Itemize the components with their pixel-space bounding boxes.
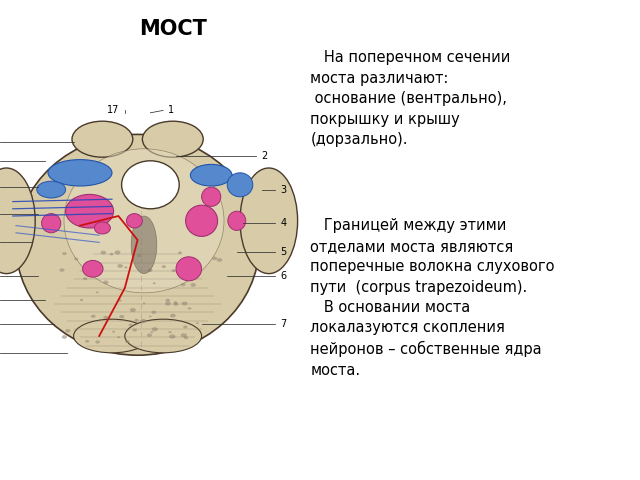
Ellipse shape	[36, 181, 65, 198]
Ellipse shape	[130, 308, 136, 312]
Ellipse shape	[129, 324, 132, 326]
Ellipse shape	[42, 214, 61, 233]
Ellipse shape	[64, 149, 224, 293]
Ellipse shape	[100, 251, 106, 254]
Ellipse shape	[176, 257, 202, 281]
Ellipse shape	[153, 282, 156, 284]
Ellipse shape	[83, 260, 103, 277]
Ellipse shape	[103, 316, 108, 319]
Ellipse shape	[83, 277, 87, 280]
Ellipse shape	[127, 214, 143, 228]
Text: 6: 6	[280, 271, 287, 281]
Ellipse shape	[74, 257, 78, 261]
Ellipse shape	[168, 331, 172, 333]
Ellipse shape	[118, 300, 122, 301]
Ellipse shape	[16, 134, 259, 355]
Ellipse shape	[125, 340, 129, 343]
Ellipse shape	[112, 331, 115, 333]
Ellipse shape	[217, 258, 222, 262]
Ellipse shape	[169, 335, 175, 339]
Ellipse shape	[191, 283, 196, 287]
Ellipse shape	[186, 205, 218, 236]
Ellipse shape	[191, 164, 232, 186]
Ellipse shape	[72, 121, 133, 157]
Ellipse shape	[196, 322, 199, 324]
Ellipse shape	[143, 121, 204, 157]
Ellipse shape	[115, 251, 120, 254]
Ellipse shape	[124, 266, 127, 268]
Ellipse shape	[184, 336, 188, 339]
Ellipse shape	[191, 259, 195, 261]
Ellipse shape	[0, 168, 35, 274]
Ellipse shape	[162, 265, 166, 268]
Ellipse shape	[86, 262, 92, 265]
Ellipse shape	[181, 269, 184, 271]
Text: Границей между этими
отделами моста являются
поперечные волокна слухового
пути  : Границей между этими отделами моста явля…	[310, 218, 555, 378]
Ellipse shape	[125, 319, 202, 353]
Ellipse shape	[202, 187, 221, 206]
Ellipse shape	[172, 269, 176, 272]
Ellipse shape	[173, 302, 179, 306]
Ellipse shape	[227, 173, 253, 197]
Ellipse shape	[95, 222, 111, 234]
Ellipse shape	[140, 319, 147, 323]
Ellipse shape	[240, 168, 298, 274]
Ellipse shape	[117, 264, 123, 268]
Ellipse shape	[149, 315, 152, 317]
Ellipse shape	[74, 319, 150, 353]
Ellipse shape	[212, 257, 218, 260]
Ellipse shape	[143, 302, 145, 304]
Ellipse shape	[109, 253, 113, 255]
Ellipse shape	[65, 329, 70, 333]
Text: 5: 5	[280, 247, 287, 257]
Ellipse shape	[165, 299, 170, 302]
Ellipse shape	[62, 335, 67, 339]
Text: На поперечном сечении
моста различают:
 основание (вентрально),
покрышку и крышу: На поперечном сечении моста различают: о…	[310, 50, 511, 147]
Text: 2: 2	[261, 151, 268, 161]
Ellipse shape	[147, 269, 152, 272]
Ellipse shape	[80, 299, 83, 301]
Ellipse shape	[170, 313, 176, 318]
Text: 17: 17	[108, 106, 120, 115]
Ellipse shape	[178, 252, 182, 254]
Ellipse shape	[228, 211, 246, 230]
Ellipse shape	[91, 314, 95, 318]
Ellipse shape	[151, 311, 156, 314]
Text: 3: 3	[280, 185, 287, 194]
Ellipse shape	[66, 194, 114, 228]
Text: МОСТ: МОСТ	[139, 19, 207, 39]
Ellipse shape	[95, 340, 100, 344]
Ellipse shape	[48, 159, 112, 186]
Ellipse shape	[173, 301, 177, 304]
Ellipse shape	[62, 252, 67, 255]
Ellipse shape	[188, 307, 191, 310]
Ellipse shape	[122, 161, 179, 209]
Ellipse shape	[182, 301, 188, 305]
Ellipse shape	[150, 331, 154, 333]
Ellipse shape	[119, 315, 124, 318]
Ellipse shape	[137, 254, 141, 257]
Ellipse shape	[132, 329, 137, 332]
Text: 4: 4	[280, 218, 287, 228]
Ellipse shape	[180, 333, 187, 337]
Ellipse shape	[165, 302, 171, 306]
Ellipse shape	[134, 319, 138, 321]
Ellipse shape	[181, 283, 186, 286]
Ellipse shape	[60, 268, 65, 272]
Ellipse shape	[183, 325, 188, 328]
Ellipse shape	[96, 291, 99, 293]
Text: 1: 1	[168, 106, 175, 115]
Ellipse shape	[117, 336, 120, 338]
Ellipse shape	[147, 334, 152, 337]
Ellipse shape	[152, 327, 158, 331]
Ellipse shape	[85, 340, 89, 343]
Ellipse shape	[131, 216, 157, 274]
Ellipse shape	[103, 280, 108, 284]
Text: 7: 7	[280, 319, 287, 329]
